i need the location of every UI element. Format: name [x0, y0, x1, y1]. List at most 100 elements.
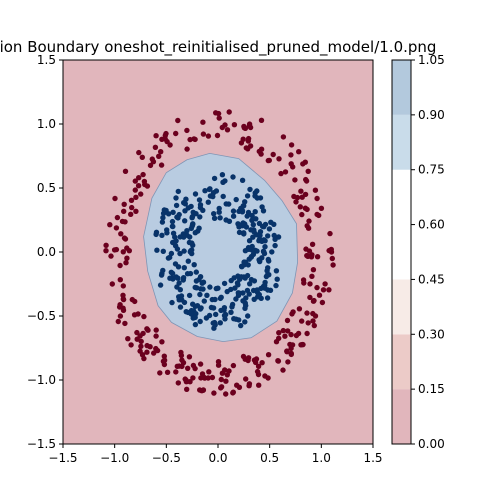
scatter-point-series-1 — [249, 217, 255, 223]
colorbar-tick-label: 0.15 — [418, 382, 445, 396]
scatter-point-series-0 — [289, 342, 296, 348]
scatter-point-series-0 — [153, 345, 159, 352]
scatter-point-series-0 — [141, 313, 147, 320]
scatter-point-series-0 — [216, 115, 222, 121]
scatter-point-series-0 — [107, 222, 113, 228]
scatter-point-series-0 — [136, 149, 142, 156]
scatter-point-series-0 — [128, 211, 134, 217]
scatter-point-series-0 — [255, 371, 262, 378]
scatter-point-series-0 — [120, 249, 127, 255]
scatter-point-series-0 — [162, 136, 168, 142]
scatter-point-series-0 — [307, 294, 313, 301]
scatter-point-series-0 — [309, 273, 315, 279]
scatter-point-series-0 — [285, 359, 291, 365]
scatter-point-series-0 — [156, 153, 162, 159]
scatter-point-series-1 — [241, 259, 247, 265]
scatter-point-series-0 — [305, 168, 311, 174]
colorbar-band — [392, 114, 411, 170]
scatter-point-series-1 — [210, 190, 217, 196]
colorbar-tick-label: 0.30 — [418, 327, 445, 341]
scatter-point-series-0 — [311, 297, 317, 304]
scatter-point-series-1 — [190, 209, 196, 215]
scatter-point-series-0 — [218, 385, 224, 391]
scatter-point-series-1 — [169, 270, 176, 277]
scatter-point-series-0 — [157, 370, 163, 376]
scatter-point-series-0 — [139, 154, 145, 160]
scatter-point-series-0 — [310, 318, 316, 324]
scatter-point-series-0 — [307, 281, 313, 287]
scatter-point-series-1 — [175, 188, 181, 195]
scatter-point-series-0 — [224, 127, 231, 133]
x-tick-label: −0.5 — [152, 451, 181, 465]
scatter-point-series-0 — [215, 362, 222, 368]
scatter-point-series-0 — [280, 327, 286, 334]
scatter-point-series-0 — [190, 375, 196, 381]
scatter-point-series-0 — [288, 351, 294, 358]
scatter-point-series-0 — [296, 149, 302, 155]
scatter-point-series-1 — [188, 203, 194, 210]
scatter-point-series-1 — [202, 188, 208, 194]
scatter-point-series-0 — [265, 352, 272, 358]
scatter-point-series-1 — [173, 274, 179, 280]
scatter-point-series-0 — [288, 331, 294, 338]
scatter-point-series-1 — [197, 214, 203, 220]
scatter-point-series-0 — [256, 382, 262, 388]
colorbar: 0.00 0.15 0.30 0.45 0.60 0.75 0.90 1.05 — [391, 53, 445, 451]
scatter-point-series-0 — [112, 195, 118, 202]
scatter-point-series-0 — [285, 328, 291, 334]
scatter-point-series-1 — [236, 317, 242, 323]
scatter-point-series-0 — [318, 205, 325, 211]
scatter-point-series-0 — [198, 375, 204, 381]
y-tick-label: 0.0 — [37, 245, 56, 259]
y-tick-label: −1.5 — [27, 437, 56, 451]
scatter-point-series-0 — [183, 379, 190, 385]
scatter-point-series-1 — [189, 214, 196, 220]
colorbar-band — [392, 279, 411, 335]
scatter-point-series-0 — [327, 230, 333, 237]
scatter-point-series-0 — [305, 225, 312, 231]
scatter-point-series-0 — [132, 187, 138, 193]
scatter-point-series-1 — [217, 215, 223, 221]
colorbar-band — [392, 389, 411, 444]
scatter-point-series-0 — [213, 110, 219, 116]
scatter-point-series-1 — [218, 294, 224, 300]
scatter-point-series-1 — [262, 221, 269, 228]
scatter-point-series-0 — [120, 296, 127, 303]
scatter-point-series-1 — [264, 295, 271, 301]
scatter-point-series-1 — [228, 309, 234, 315]
y-tick-label: 0.5 — [37, 181, 56, 195]
scatter-point-series-1 — [233, 196, 239, 203]
scatter-point-series-1 — [210, 305, 217, 311]
scatter-point-series-1 — [239, 177, 246, 183]
scatter-point-series-1 — [180, 275, 187, 281]
scatter-point-series-0 — [282, 169, 289, 175]
scatter-point-series-0 — [262, 373, 268, 379]
scatter-point-series-0 — [326, 287, 332, 293]
scatter-point-series-0 — [280, 367, 286, 373]
scatter-point-series-0 — [247, 124, 254, 131]
scatter-point-series-0 — [214, 132, 221, 139]
scatter-point-series-0 — [314, 211, 320, 218]
scatter-point-series-1 — [217, 320, 223, 326]
scatter-point-series-1 — [262, 282, 268, 288]
scatter-point-series-0 — [319, 299, 326, 306]
scatter-point-series-1 — [205, 199, 211, 205]
scatter-point-series-1 — [179, 297, 185, 303]
scatter-point-series-1 — [182, 218, 188, 224]
scatter-point-series-1 — [192, 314, 198, 321]
scatter-point-series-0 — [200, 131, 207, 137]
scatter-point-series-1 — [183, 196, 189, 202]
scatter-point-series-1 — [260, 208, 267, 214]
scatter-point-series-1 — [251, 278, 258, 284]
scatter-point-series-0 — [185, 365, 191, 371]
scatter-point-series-1 — [231, 316, 237, 322]
scatter-point-series-0 — [304, 330, 310, 337]
scatter-point-series-0 — [122, 168, 129, 174]
scatter-point-series-0 — [298, 188, 304, 194]
scatter-point-series-0 — [326, 247, 332, 254]
scatter-point-series-0 — [270, 151, 276, 158]
y-tick-label: −0.5 — [27, 309, 56, 323]
scatter-point-series-1 — [181, 248, 187, 254]
scatter-point-series-1 — [172, 261, 179, 267]
x-tick-label: −1.5 — [48, 451, 77, 465]
